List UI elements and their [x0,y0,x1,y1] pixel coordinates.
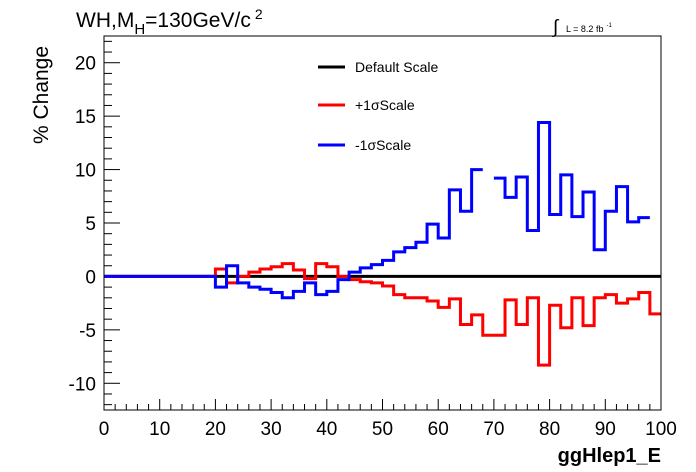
y-tick-label: 10 [75,161,96,182]
plot-frame [103,35,662,411]
lumi-integral: ∫ [552,17,560,38]
y-tick-label: 15 [75,107,96,128]
y-tick-label: 0 [85,267,96,288]
y-axis-label: % Change [30,46,53,144]
title-superscript: 2 [255,6,263,22]
title-subscript: H [134,21,145,38]
chart-title: WH,MH=130GeV/c 2 [76,6,263,38]
y-tick-label: -10 [69,374,96,395]
legend-label: Default Scale [355,59,438,75]
series-group [104,121,661,367]
x-tick-label: 20 [205,419,226,440]
x-tick-label: 0 [99,419,110,440]
lumi-label: L = 8.2 fb -1 [566,23,612,34]
x-axis-label: ggHlep1_E [558,445,661,467]
x-tick-label: 100 [645,419,677,440]
y-tick-label: 20 [75,54,96,75]
series-line-1-scale [104,121,650,300]
series-line-1-scale [104,262,661,367]
lumi-text: L = 8.2 fb [566,24,603,34]
x-tick-label: 90 [595,419,616,440]
lumi-superscript: -1 [606,23,612,29]
x-tick-label: 60 [428,419,449,440]
axis-ticks: 0 10 20 30 40 50 60 70 80 90 100 -10 -5 0 5 10 15 20 [69,40,677,440]
y-tick-label: -5 [79,321,96,342]
legend-label: +1σScale [355,97,415,113]
x-tick-label: 80 [539,419,560,440]
x-tick-label: 70 [483,419,504,440]
x-tick-label: 40 [316,419,337,440]
x-tick-label: 10 [149,419,170,440]
y-tick-label: 5 [85,214,96,235]
x-tick-label: 50 [372,419,393,440]
title-main: WH,M [76,9,134,32]
legend-label: -1σScale [355,137,411,153]
legend: Default Scale +1σScale -1σScale [318,59,438,153]
x-tick-label: 30 [261,419,282,440]
title-rest: =130GeV/c [145,9,251,32]
